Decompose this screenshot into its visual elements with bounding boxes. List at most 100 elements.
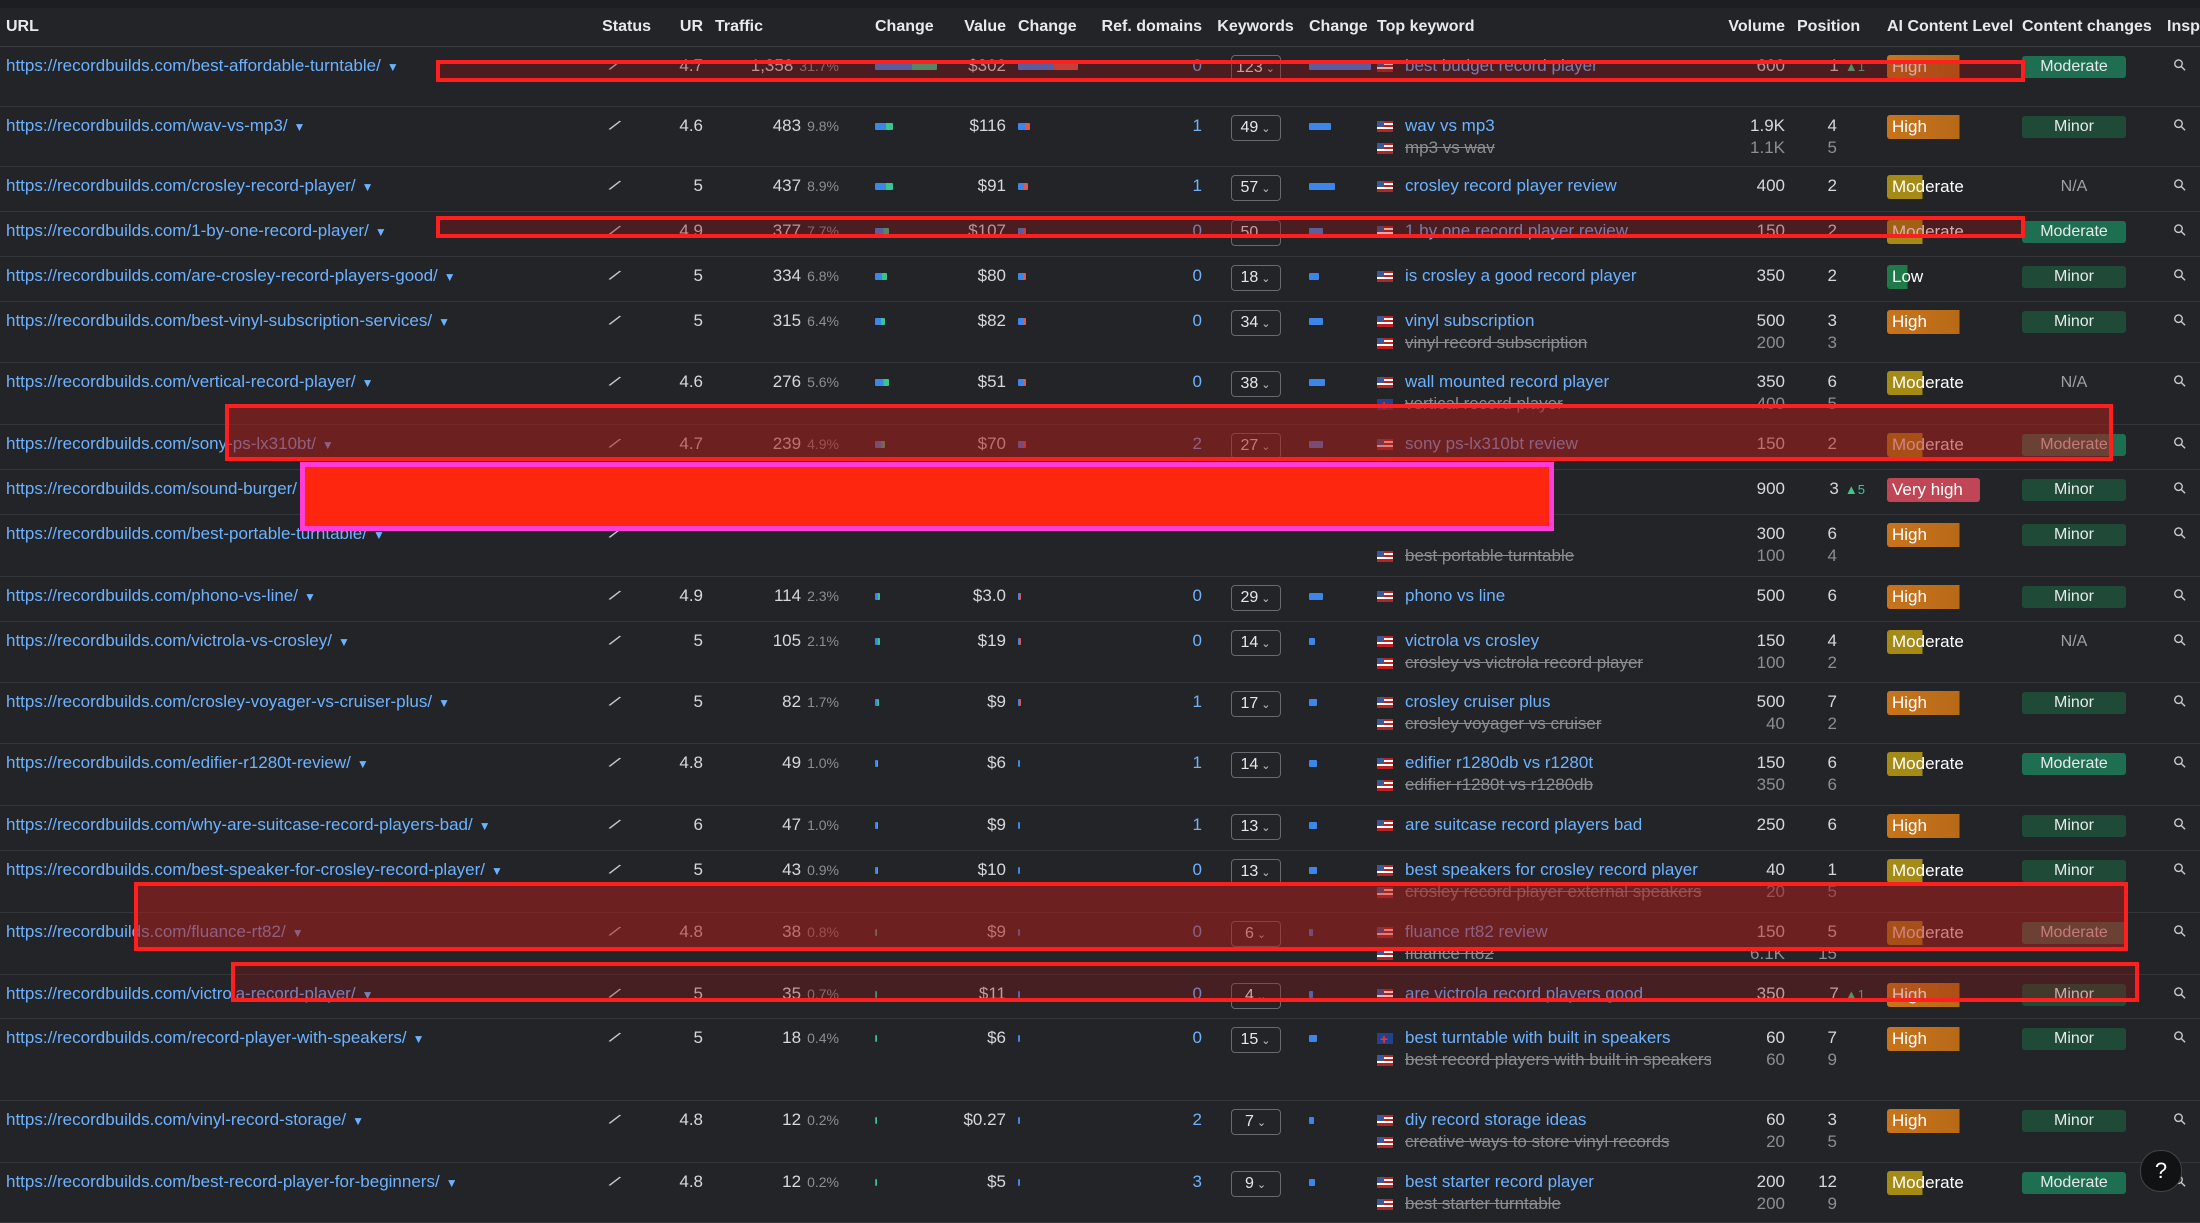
- column-header[interactable]: UR: [657, 8, 709, 47]
- keywords-dropdown[interactable]: 9 ⌄: [1230, 1171, 1281, 1197]
- column-header[interactable]: AI Content Level: [1881, 8, 2016, 47]
- column-header[interactable]: Inspect: [2161, 8, 2200, 47]
- caret-down-icon[interactable]: ▼: [293, 120, 306, 134]
- ref-domains-value[interactable]: 1: [1192, 176, 1202, 195]
- page-url-link[interactable]: https://recordbuilds.com/phono-vs-line/: [6, 586, 298, 605]
- content-changes-badge[interactable]: Moderate: [2022, 56, 2126, 78]
- caret-down-icon[interactable]: ▼: [443, 270, 456, 284]
- content-changes-badge[interactable]: Minor: [2022, 311, 2126, 333]
- caret-down-icon[interactable]: ▼: [361, 180, 374, 194]
- page-url-link[interactable]: https://recordbuilds.com/best-record-pla…: [6, 1172, 440, 1191]
- caret-down-icon[interactable]: ▼: [352, 1114, 365, 1128]
- keywords-dropdown[interactable]: 49 ⌄: [1230, 115, 1281, 141]
- page-url-link[interactable]: https://recordbuilds.com/crosley-record-…: [6, 176, 356, 195]
- ref-domains-value[interactable]: 3: [1192, 1172, 1202, 1191]
- ref-domains-value[interactable]: 0: [1192, 984, 1202, 1003]
- search-icon[interactable]: ⚲: [2169, 691, 2191, 712]
- caret-down-icon[interactable]: ▼: [438, 315, 450, 329]
- search-icon[interactable]: ⚲: [2169, 921, 2191, 942]
- page-url-link[interactable]: https://recordbuilds.com/victrola-vs-cro…: [6, 631, 332, 650]
- page-url-link[interactable]: https://recordbuilds.com/crosley-voyager…: [6, 692, 433, 711]
- keywords-dropdown[interactable]: 34 ⌄: [1230, 310, 1281, 336]
- top-keyword-link[interactable]: wav vs mp3: [1405, 116, 1495, 135]
- ref-domains-value[interactable]: 1: [1192, 753, 1202, 772]
- content-changes-badge[interactable]: N/A: [2060, 178, 2088, 195]
- search-icon[interactable]: ⚲: [2169, 1109, 2191, 1130]
- caret-down-icon[interactable]: ▼: [374, 225, 387, 239]
- keywords-dropdown[interactable]: 7 ⌄: [1230, 1109, 1281, 1135]
- page-url-link[interactable]: https://recordbuilds.com/best-affordable…: [6, 56, 381, 75]
- column-header[interactable]: Volume: [1711, 8, 1791, 47]
- search-icon[interactable]: ⚲: [2169, 630, 2191, 651]
- column-header[interactable]: Status: [572, 8, 657, 47]
- caret-down-icon[interactable]: ▼: [361, 376, 374, 390]
- content-changes-badge[interactable]: Minor: [2022, 815, 2126, 837]
- column-header[interactable]: Change: [1303, 8, 1371, 47]
- search-icon[interactable]: ⚲: [2169, 814, 2191, 835]
- column-header[interactable]: URL: [0, 8, 572, 47]
- content-changes-badge[interactable]: Minor: [2022, 860, 2126, 882]
- keywords-dropdown[interactable]: 18 ⌄: [1230, 265, 1281, 291]
- content-changes-badge[interactable]: Minor: [2022, 692, 2126, 714]
- ref-domains-value[interactable]: 1: [1192, 692, 1202, 711]
- content-changes-badge[interactable]: Minor: [2022, 266, 2126, 288]
- caret-down-icon[interactable]: ▼: [337, 635, 350, 649]
- content-changes-badge[interactable]: Minor: [2022, 524, 2126, 546]
- top-keyword-link[interactable]: diy record storage ideas: [1405, 1110, 1587, 1129]
- top-keyword-link[interactable]: vinyl subscription: [1405, 311, 1535, 330]
- magic-wand-icon[interactable]: ⁄: [610, 753, 620, 772]
- ref-domains-value[interactable]: 0: [1192, 56, 1202, 75]
- search-icon[interactable]: ⚲: [2169, 310, 2191, 331]
- magic-wand-icon[interactable]: ⁄: [610, 266, 620, 285]
- top-keyword-link[interactable]: best turntable with built in speakers: [1405, 1028, 1671, 1047]
- top-keyword-link[interactable]: crosley record player review: [1405, 176, 1617, 195]
- column-header[interactable]: Traffic: [709, 8, 869, 47]
- page-url-link[interactable]: https://recordbuilds.com/sound-burger/: [6, 479, 298, 498]
- caret-down-icon[interactable]: ▼: [478, 819, 491, 833]
- search-icon[interactable]: ⚲: [2169, 983, 2191, 1004]
- ref-domains-value[interactable]: 0: [1192, 586, 1202, 605]
- content-changes-badge[interactable]: Minor: [2022, 479, 2126, 501]
- page-url-link[interactable]: https://recordbuilds.com/why-are-suitcas…: [6, 815, 473, 834]
- content-changes-badge[interactable]: Moderate: [2022, 221, 2126, 243]
- ref-domains-value[interactable]: 0: [1192, 631, 1202, 650]
- page-url-link[interactable]: https://recordbuilds.com/1-by-one-record…: [6, 221, 369, 240]
- column-header[interactable]: Keywords: [1208, 8, 1303, 47]
- column-header[interactable]: Value: [937, 8, 1012, 47]
- top-keyword-link[interactable]: crosley cruiser plus: [1405, 692, 1551, 711]
- content-changes-badge[interactable]: Minor: [2022, 586, 2126, 608]
- top-keyword-link[interactable]: are suitcase record players bad: [1405, 815, 1643, 834]
- page-url-link[interactable]: https://recordbuilds.com/wav-vs-mp3/: [6, 116, 288, 135]
- ref-domains-value[interactable]: 0: [1192, 221, 1202, 240]
- keywords-dropdown[interactable]: 15 ⌄: [1230, 1027, 1281, 1053]
- content-changes-badge[interactable]: N/A: [2060, 633, 2088, 650]
- caret-down-icon[interactable]: ▼: [303, 590, 316, 604]
- search-icon[interactable]: ⚲: [2169, 371, 2191, 392]
- page-url-link[interactable]: https://recordbuilds.com/best-vinyl-subs…: [6, 311, 433, 330]
- caret-down-icon[interactable]: ▼: [356, 757, 369, 771]
- magic-wand-icon[interactable]: ⁄: [610, 176, 620, 195]
- content-changes-badge[interactable]: Moderate: [2022, 753, 2126, 775]
- caret-down-icon[interactable]: ▼: [491, 864, 503, 878]
- page-url-link[interactable]: https://recordbuilds.com/are-crosley-rec…: [6, 266, 438, 285]
- caret-down-icon[interactable]: ▼: [445, 1176, 458, 1190]
- column-header[interactable]: Change: [1012, 8, 1080, 47]
- search-icon[interactable]: ⚲: [2169, 115, 2191, 136]
- top-keyword-link[interactable]: victrola vs crosley: [1405, 631, 1540, 650]
- search-icon[interactable]: ⚲: [2169, 433, 2191, 454]
- keywords-dropdown[interactable]: 13 ⌄: [1230, 814, 1281, 840]
- ref-domains-value[interactable]: 0: [1192, 372, 1202, 391]
- magic-wand-icon[interactable]: ⁄: [610, 372, 620, 391]
- search-icon[interactable]: ⚲: [2169, 859, 2191, 880]
- top-keyword-link[interactable]: best speakers for crosley record player: [1405, 860, 1698, 879]
- search-icon[interactable]: ⚲: [2169, 1027, 2191, 1048]
- page-url-link[interactable]: https://recordbuilds.com/vertical-record…: [6, 372, 356, 391]
- search-icon[interactable]: ⚲: [2169, 523, 2191, 544]
- caret-down-icon[interactable]: ▼: [386, 60, 399, 74]
- ref-domains-value[interactable]: 1: [1192, 815, 1202, 834]
- search-icon[interactable]: ⚲: [2169, 478, 2191, 499]
- top-keyword-link[interactable]: best starter record player: [1405, 1172, 1594, 1191]
- search-icon[interactable]: ⚲: [2169, 220, 2191, 241]
- page-url-link[interactable]: https://recordbuilds.com/best-portable-t…: [6, 524, 367, 543]
- column-header[interactable]: Position: [1791, 8, 1881, 47]
